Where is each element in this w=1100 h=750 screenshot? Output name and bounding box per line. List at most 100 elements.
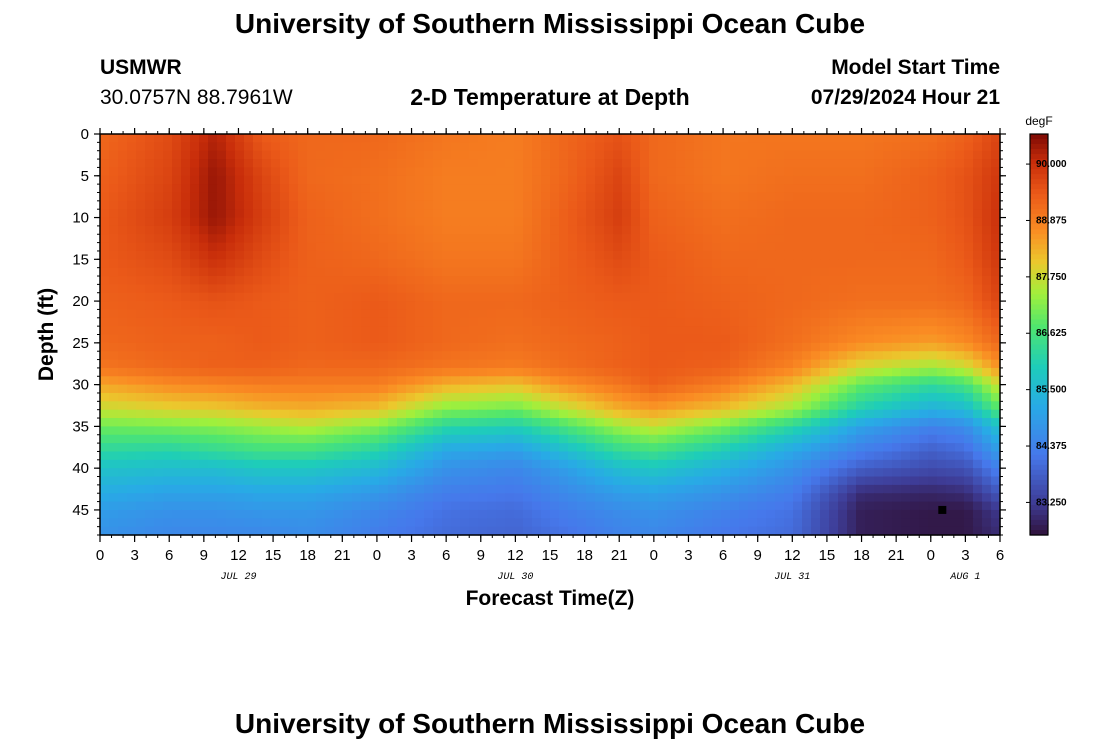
heatmap-cell bbox=[568, 334, 578, 344]
heatmap-cell bbox=[406, 426, 416, 436]
heatmap-cell bbox=[613, 493, 623, 503]
heatmap-cell bbox=[991, 301, 1001, 311]
heatmap-cell bbox=[937, 392, 947, 402]
heatmap-cell bbox=[478, 234, 488, 244]
heatmap-cell bbox=[163, 234, 173, 244]
heatmap-cell bbox=[514, 317, 524, 327]
heatmap-cell bbox=[253, 267, 263, 277]
heatmap-cell bbox=[460, 250, 470, 260]
heatmap-cell bbox=[847, 209, 857, 219]
heatmap-cell bbox=[856, 518, 866, 528]
heatmap-cell bbox=[415, 167, 425, 177]
heatmap-cell bbox=[595, 392, 605, 402]
heatmap-cell bbox=[244, 401, 254, 411]
heatmap-cell bbox=[991, 459, 1001, 469]
heatmap-cell bbox=[487, 518, 497, 528]
heatmap-cell bbox=[982, 526, 992, 536]
heatmap-cell bbox=[982, 451, 992, 461]
heatmap-cell bbox=[172, 184, 182, 194]
heatmap-cell bbox=[469, 443, 479, 453]
heatmap-cell bbox=[136, 342, 146, 352]
heatmap-cell bbox=[838, 401, 848, 411]
heatmap-cell bbox=[199, 167, 209, 177]
heatmap-cell bbox=[703, 175, 713, 185]
heatmap-cell bbox=[271, 276, 281, 285]
heatmap-cell bbox=[865, 167, 875, 177]
heatmap-cell bbox=[370, 292, 380, 302]
heatmap-cell bbox=[604, 501, 614, 511]
heatmap-cell bbox=[775, 184, 785, 194]
heatmap-cell bbox=[757, 234, 767, 244]
x-tick-label: 6 bbox=[442, 547, 450, 564]
heatmap-cell bbox=[595, 225, 605, 235]
heatmap-cell bbox=[901, 334, 911, 344]
heatmap-cell bbox=[883, 225, 893, 235]
heatmap-cell bbox=[523, 459, 533, 469]
heatmap-cell bbox=[640, 409, 650, 419]
heatmap-cell bbox=[541, 484, 551, 494]
heatmap-cell bbox=[829, 250, 839, 260]
heatmap-cell bbox=[316, 159, 326, 169]
heatmap-cell bbox=[199, 426, 209, 436]
heatmap-cell bbox=[280, 284, 290, 294]
heatmap-cell bbox=[613, 434, 623, 444]
heatmap-cell bbox=[163, 418, 173, 427]
heatmap-cell bbox=[406, 184, 416, 194]
heatmap-cell bbox=[154, 276, 164, 285]
heatmap-cell bbox=[838, 392, 848, 402]
heatmap-cell bbox=[397, 184, 407, 194]
heatmap-cell bbox=[433, 392, 443, 402]
heatmap-cell bbox=[829, 493, 839, 503]
heatmap-cell bbox=[928, 309, 938, 319]
heatmap-cell bbox=[442, 392, 452, 402]
heatmap-cell bbox=[820, 501, 830, 511]
heatmap-cell bbox=[622, 367, 632, 377]
heatmap-cell bbox=[757, 392, 767, 402]
heatmap-cell bbox=[226, 200, 236, 210]
heatmap-cell bbox=[514, 259, 524, 269]
heatmap-cell bbox=[955, 526, 965, 536]
heatmap-cell bbox=[802, 384, 812, 394]
heatmap-cell bbox=[973, 409, 983, 419]
heatmap-cell bbox=[730, 301, 740, 311]
heatmap-cell bbox=[820, 317, 830, 327]
heatmap-cell bbox=[289, 276, 299, 285]
heatmap-cell bbox=[469, 175, 479, 185]
heatmap-cell bbox=[379, 242, 389, 252]
heatmap-cell bbox=[991, 509, 1001, 519]
heatmap-cell bbox=[595, 518, 605, 528]
heatmap-cell bbox=[748, 401, 758, 411]
heatmap-cell bbox=[739, 409, 749, 419]
heatmap-cell bbox=[424, 476, 434, 486]
heatmap-cell bbox=[172, 434, 182, 444]
heatmap-cell bbox=[208, 426, 218, 436]
heatmap-cell bbox=[586, 409, 596, 419]
heatmap-cell bbox=[919, 484, 929, 494]
heatmap-cell bbox=[865, 526, 875, 536]
heatmap-cell bbox=[325, 159, 335, 169]
heatmap-cell bbox=[352, 292, 362, 302]
heatmap-cell bbox=[145, 259, 155, 269]
heatmap-cell bbox=[748, 367, 758, 377]
heatmap-cell bbox=[352, 468, 362, 478]
heatmap-cell bbox=[901, 418, 911, 427]
heatmap-cell bbox=[262, 443, 272, 453]
heatmap-cell bbox=[631, 518, 641, 528]
heatmap-cell bbox=[676, 526, 686, 536]
heatmap-cell bbox=[955, 476, 965, 486]
heatmap-cell bbox=[190, 476, 200, 486]
heatmap-cell bbox=[739, 351, 749, 361]
heatmap-cell bbox=[253, 451, 263, 461]
heatmap-cell bbox=[298, 409, 308, 419]
heatmap-cell bbox=[865, 459, 875, 469]
heatmap-cell bbox=[451, 301, 461, 311]
heatmap-cell bbox=[361, 225, 371, 235]
heatmap-cell bbox=[559, 234, 569, 244]
heatmap-cell bbox=[946, 451, 956, 461]
heatmap-cell bbox=[181, 526, 191, 536]
heatmap-cell bbox=[505, 317, 515, 327]
heatmap-cell bbox=[415, 284, 425, 294]
heatmap-cell bbox=[775, 443, 785, 453]
heatmap-cell bbox=[406, 434, 416, 444]
heatmap-cell bbox=[910, 217, 920, 227]
